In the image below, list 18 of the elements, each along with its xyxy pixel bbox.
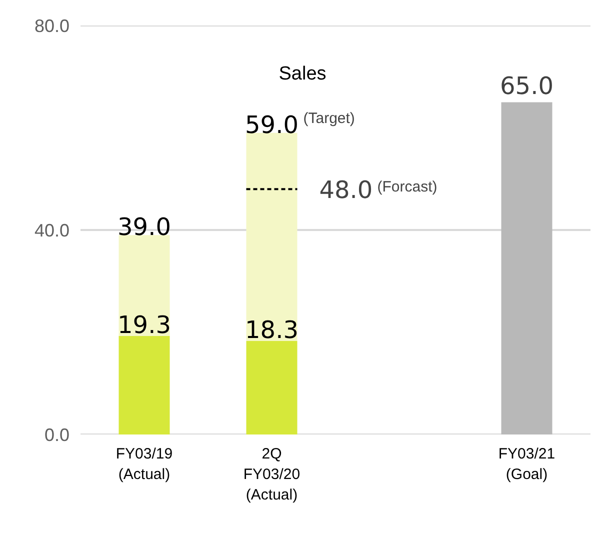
total-label: 39.0 (118, 213, 171, 242)
bar (246, 132, 298, 341)
bar (118, 336, 170, 434)
annotation: (Target) (303, 110, 355, 127)
y-tick-label: 40.0 (34, 220, 70, 240)
y-tick-label: 80.0 (34, 16, 70, 36)
x-tick-label: 2Q FY03/20 (Actual) (243, 446, 300, 504)
bar (246, 340, 298, 434)
data-label: 65.0 (500, 72, 554, 100)
x-tick-label: FY03/19 (Actual) (116, 446, 173, 483)
data-label: 18.3 (245, 316, 298, 344)
total-label: 59.0 (245, 110, 298, 139)
data-label: 19.3 (118, 310, 171, 339)
y-tick-label: 0.0 (44, 425, 70, 445)
text: Sales (278, 64, 326, 84)
x-tick-label: FY03/21 (Goal) (498, 446, 556, 483)
bar (118, 235, 170, 336)
bar (501, 102, 552, 434)
